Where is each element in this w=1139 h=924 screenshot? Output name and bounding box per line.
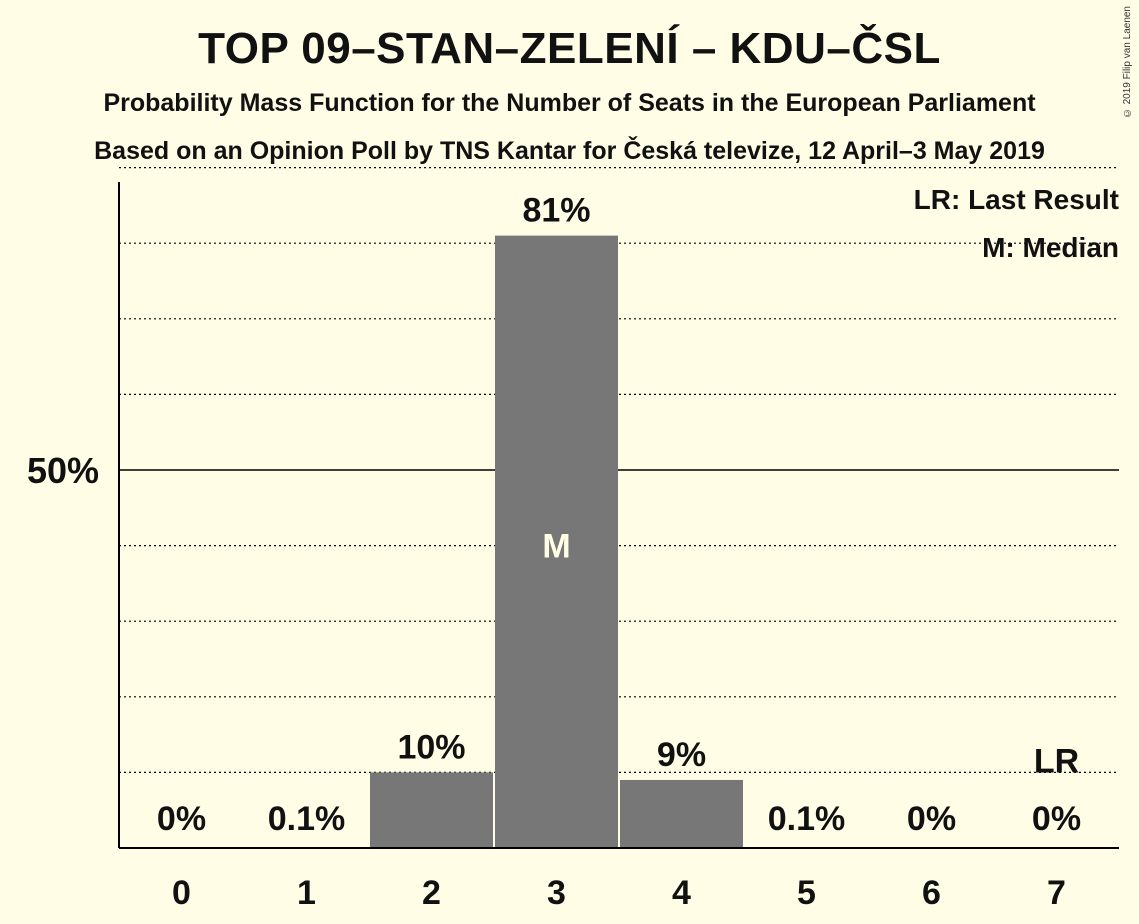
axes: 50% LR: Last Result M: Median xyxy=(27,182,1119,849)
x-tick-label: 7 xyxy=(1047,874,1066,912)
value-label: 0% xyxy=(907,800,956,838)
chart-subtitle: Probability Mass Function for the Number… xyxy=(103,89,1036,117)
x-tick-label: 3 xyxy=(547,874,566,912)
bar xyxy=(370,772,493,848)
x-tick-label: 5 xyxy=(797,874,816,912)
value-label: 10% xyxy=(397,728,465,766)
last-result-marker: LR xyxy=(1034,742,1079,780)
x-tick-label: 4 xyxy=(672,874,691,912)
legend-item: LR: Last Result xyxy=(914,184,1119,215)
x-tick-label: 0 xyxy=(172,874,191,912)
bar xyxy=(620,779,743,848)
bars xyxy=(245,235,868,848)
value-label: 0% xyxy=(1032,800,1081,838)
value-label: 0.1% xyxy=(768,800,846,838)
bar xyxy=(495,235,618,848)
x-tick-label: 6 xyxy=(922,874,941,912)
y-tick-label: 50% xyxy=(27,450,99,491)
legend-item: M: Median xyxy=(982,232,1119,263)
value-label: 0% xyxy=(157,800,206,838)
median-marker: M xyxy=(542,528,570,566)
value-label: 81% xyxy=(522,192,590,230)
chart-subtitle-source: Based on an Opinion Poll by TNS Kantar f… xyxy=(94,137,1045,165)
labels: 0% 0 0.1% 1 10% 2 81% 3 M 9% 4 0.1% 5 0% 6 0% 7 LR xyxy=(157,192,1081,912)
x-tick-label: 1 xyxy=(297,874,316,912)
value-label: 9% xyxy=(657,736,706,774)
x-tick-label: 2 xyxy=(422,874,441,912)
gridlines xyxy=(119,167,1119,774)
chart-title: TOP 09–STAN–ZELENÍ – KDU–ČSL xyxy=(198,24,941,73)
value-label: 0.1% xyxy=(268,800,346,838)
